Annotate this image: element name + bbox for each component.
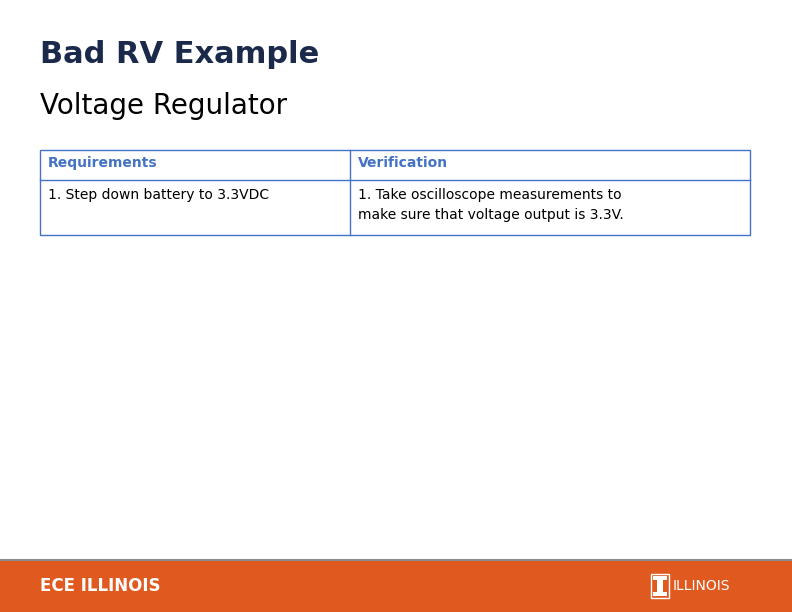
Text: Voltage Regulator: Voltage Regulator [40, 92, 287, 120]
Text: Verification: Verification [358, 156, 448, 170]
Text: ECE ILLINOIS: ECE ILLINOIS [40, 577, 161, 595]
Bar [657, 580, 663, 592]
Bar [40, 150, 750, 235]
Bar [0, 560, 792, 612]
Bar [653, 592, 667, 596]
Text: ILLINOIS: ILLINOIS [673, 579, 730, 593]
Bar [651, 574, 669, 598]
Bar [653, 576, 667, 580]
Text: 1. Take oscilloscope measurements to
make sure that voltage output is 3.3V.: 1. Take oscilloscope measurements to mak… [358, 188, 624, 222]
Text: Bad RV Example: Bad RV Example [40, 40, 319, 69]
Text: 1. Step down battery to 3.3VDC: 1. Step down battery to 3.3VDC [48, 188, 269, 202]
Text: Requirements: Requirements [48, 156, 158, 170]
